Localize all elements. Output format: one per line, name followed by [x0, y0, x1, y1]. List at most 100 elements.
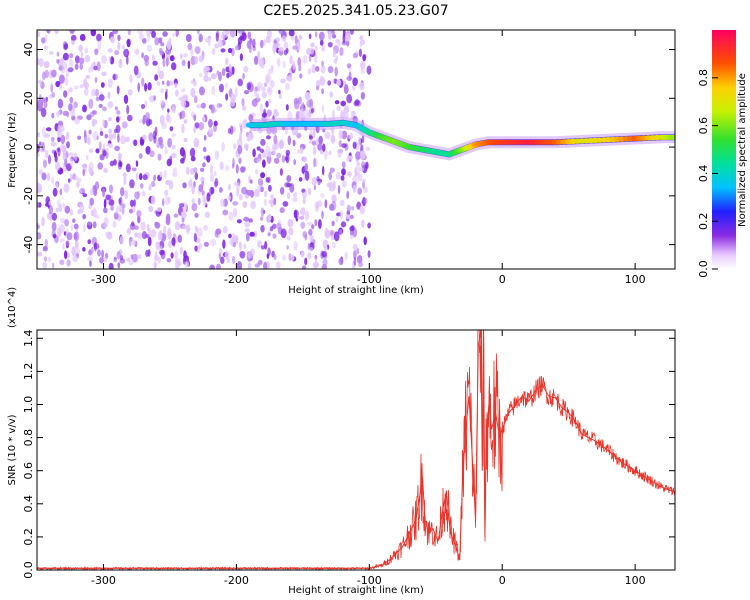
noise-speckle	[103, 167, 108, 173]
noise-speckle	[64, 250, 68, 260]
noise-speckle	[183, 250, 187, 259]
noise-speckle	[223, 30, 229, 38]
noise-speckle	[128, 260, 134, 266]
noise-speckle	[108, 199, 115, 206]
noise-speckle	[65, 131, 70, 141]
noise-speckle	[298, 65, 302, 72]
noise-speckle	[308, 33, 312, 40]
noise-speckle	[92, 119, 98, 125]
noise-speckle	[56, 111, 61, 117]
noise-speckle	[78, 57, 85, 65]
noise-speckle	[230, 93, 236, 104]
noise-speckle	[51, 91, 55, 98]
noise-speckle	[60, 134, 66, 145]
noise-speckle	[225, 165, 230, 172]
noise-speckle	[317, 180, 321, 186]
noise-speckle	[151, 30, 157, 39]
noise-speckle	[177, 261, 183, 267]
noise-speckle	[160, 88, 164, 94]
noise-speckle	[343, 105, 350, 114]
noise-speckle	[309, 135, 314, 140]
noise-speckle	[167, 108, 170, 113]
noise-speckle	[239, 35, 244, 41]
noise-speckle	[319, 76, 326, 86]
noise-speckle	[105, 194, 112, 201]
noise-speckle	[358, 254, 363, 262]
noise-speckle	[361, 219, 365, 228]
snr-y-tick-label: 1.2	[22, 363, 35, 381]
noise-speckle	[259, 103, 264, 114]
noise-speckle	[357, 187, 363, 195]
spectrogram-x-tick-label: 100	[625, 273, 646, 286]
noise-speckle	[64, 158, 68, 167]
noise-speckle	[202, 224, 209, 231]
noise-speckle	[85, 74, 91, 80]
noise-speckle	[99, 257, 104, 264]
noise-speckle	[138, 153, 143, 159]
noise-speckle	[44, 133, 51, 138]
noise-speckle	[74, 117, 80, 125]
noise-speckle	[102, 143, 106, 150]
noise-speckle	[69, 208, 73, 216]
noise-speckle	[103, 207, 108, 214]
noise-speckle	[261, 91, 267, 99]
noise-speckle	[44, 238, 48, 248]
noise-speckle	[72, 255, 79, 263]
noise-speckle	[242, 72, 246, 80]
noise-speckle	[93, 110, 98, 115]
noise-speckle	[153, 135, 157, 144]
noise-speckle	[321, 251, 328, 258]
noise-speckle	[40, 107, 47, 118]
noise-speckle	[222, 209, 229, 216]
noise-speckle	[122, 172, 127, 178]
noise-speckle	[254, 263, 261, 268]
noise-speckle	[112, 30, 119, 35]
noise-speckle	[203, 134, 207, 141]
noise-speckle	[200, 102, 206, 109]
noise-speckle	[147, 236, 152, 247]
noise-speckle	[357, 173, 363, 182]
noise-speckle	[299, 147, 304, 155]
noise-speckle	[254, 97, 261, 103]
noise-speckle	[270, 199, 274, 208]
noise-speckle	[84, 82, 89, 90]
noise-speckle	[358, 136, 361, 147]
noise-speckle	[281, 155, 286, 163]
noise-speckle	[181, 123, 185, 134]
noise-speckle	[59, 259, 65, 266]
noise-speckle	[187, 42, 193, 51]
noise-speckle	[51, 69, 57, 78]
noise-speckle	[193, 167, 198, 174]
noise-speckle	[147, 82, 152, 91]
noise-speckle	[267, 86, 273, 96]
noise-speckle	[303, 108, 310, 119]
noise-speckle	[347, 171, 352, 177]
noise-speckle	[276, 152, 282, 159]
noise-speckle	[292, 196, 298, 203]
noise-speckle	[292, 139, 296, 147]
noise-speckle	[218, 248, 223, 255]
noise-speckle	[93, 187, 98, 197]
noise-speckle	[329, 167, 335, 173]
noise-speckle	[351, 206, 354, 211]
noise-speckle	[137, 82, 140, 93]
noise-speckle	[360, 60, 366, 70]
noise-speckle	[67, 178, 71, 183]
noise-speckle	[324, 199, 328, 209]
noise-speckle	[336, 105, 341, 112]
noise-speckle	[121, 207, 125, 215]
noise-speckle	[354, 99, 360, 106]
noise-speckle	[139, 33, 144, 41]
noise-speckle	[95, 148, 100, 154]
noise-speckle	[318, 219, 322, 229]
noise-speckle	[276, 57, 281, 67]
noise-speckle	[148, 227, 152, 238]
noise-speckle	[243, 166, 246, 172]
noise-speckle	[69, 87, 73, 93]
noise-speckle	[232, 157, 235, 168]
noise-speckle	[112, 220, 117, 228]
noise-speckle	[321, 264, 327, 269]
noise-speckle	[55, 207, 59, 213]
noise-speckle	[319, 39, 324, 46]
noise-speckle	[43, 45, 49, 50]
